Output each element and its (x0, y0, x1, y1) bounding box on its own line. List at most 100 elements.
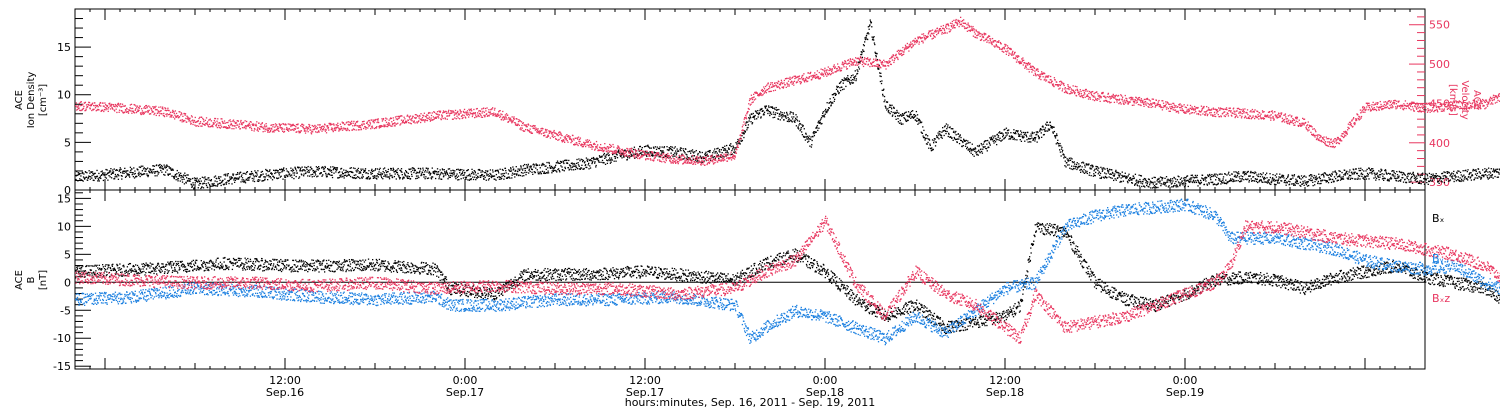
ion-density-series-point (963, 140, 966, 142)
ion-density-series-point (203, 182, 205, 184)
ion-density-series-point (308, 171, 310, 173)
ion-density-series-point (513, 168, 515, 170)
ion-density-series-point (88, 175, 91, 178)
ion-density-series-point (295, 168, 297, 170)
ion-density-series-point (854, 70, 856, 72)
ion-density-series-point (1177, 175, 1179, 177)
ion-density-series-point (1446, 176, 1448, 178)
ion-density-series-point (318, 166, 320, 168)
ion-density-series-point (358, 176, 360, 179)
ion-density-series-point (233, 179, 235, 181)
ion-density-series-point (1324, 179, 1326, 181)
ion-density-series-point (1108, 168, 1111, 171)
ion-density-series-point (120, 168, 122, 171)
ion-density-series-point (948, 126, 951, 129)
ion-density-series-point (787, 119, 790, 121)
ion-density-series-point (197, 181, 199, 183)
ion-density-series-point (1284, 179, 1287, 182)
ion-density-series-point (966, 142, 968, 145)
ion-density-series-point (176, 172, 178, 175)
ion-density-series-point (223, 183, 226, 185)
ion-density-series-point (1102, 169, 1104, 171)
ion-density-series-point (96, 169, 98, 172)
ion-density-series-point (238, 177, 240, 180)
ion-density-series-point (520, 166, 522, 168)
ion-density-series-point (754, 114, 756, 117)
ion-density-series-point (856, 72, 859, 75)
ion-density-series-point (100, 177, 102, 180)
ion-density-series-point (1422, 181, 1425, 183)
ion-density-series-point (1045, 123, 1047, 125)
ion-density-series-point (885, 107, 887, 109)
ion-density-series-point (750, 117, 752, 119)
ion-density-series-point (1431, 179, 1434, 181)
ion-density-series-point (865, 36, 867, 38)
ion-density-series-point (1062, 153, 1065, 155)
ion-density-series-point (298, 177, 300, 179)
ion-density-series-point (205, 183, 207, 185)
ion-density-series-point (370, 171, 372, 174)
ion-density-series-point (104, 172, 106, 174)
ion-density-series-point (417, 167, 420, 170)
ion-density-series-point (343, 169, 345, 171)
ion-density-series-point (1403, 172, 1405, 175)
ion-density-series-point (1375, 179, 1377, 181)
ion-density-series-point (640, 152, 642, 154)
ion-density-series-point (1320, 180, 1322, 182)
ion-density-series-point (100, 174, 103, 177)
ion-density-series-point (532, 173, 534, 175)
ion-density-series-point (815, 127, 817, 129)
ion-density-series-point (546, 172, 549, 174)
ion-density-series-point (173, 176, 175, 179)
ion-density-series-point (885, 106, 887, 108)
ion-density-series-point (495, 169, 497, 172)
ion-density-series-point (1351, 177, 1354, 180)
ion-density-series-point (735, 147, 737, 149)
ion-density-series-point (676, 152, 678, 154)
ion-density-series-point (759, 109, 761, 112)
ion-density-series-point (910, 117, 912, 119)
ion-density-series-point (1223, 182, 1225, 185)
ion-density-series-point (629, 151, 631, 153)
ion-density-series-point (763, 111, 766, 113)
ion-density-series-point (147, 167, 149, 169)
ion-density-series-point (91, 171, 94, 173)
ion-density-series-point (1293, 184, 1295, 186)
ion-density-series-point (1458, 180, 1461, 182)
ion-density-series-point (133, 173, 135, 175)
ion-density-series-point (1171, 186, 1173, 188)
ion-density-series-point (1439, 175, 1441, 178)
ion-density-series-point (268, 174, 270, 176)
ion-density-series-point (675, 154, 678, 156)
ion-density-series-point (1300, 178, 1302, 180)
ion-density-series-point (94, 172, 96, 175)
ion-density-series-point (1418, 174, 1420, 177)
ion-density-series-point (890, 106, 892, 108)
ion-density-series-point (1018, 135, 1020, 137)
ion-density-series-point (382, 178, 384, 180)
ion-density-series-point (799, 129, 801, 132)
ion-density-series-point (184, 175, 187, 177)
ion-density-series-point (1296, 180, 1299, 183)
top-right-tick-label: 400 (1429, 137, 1450, 150)
ion-density-series-point (1063, 157, 1065, 159)
ion-density-series-point (1437, 181, 1439, 183)
ion-density-series-point (256, 174, 258, 176)
ion-density-series-point (804, 136, 806, 138)
ion-density-series-point (1471, 174, 1474, 177)
ion-density-series-point (1083, 168, 1085, 171)
ion-density-series-point (205, 184, 208, 187)
ion-density-series-point (1236, 174, 1239, 177)
ion-density-series-point (1344, 174, 1347, 176)
ion-density-series-point (1299, 181, 1302, 183)
ion-density-series-point (1099, 172, 1102, 175)
ion-density-series-point (1293, 175, 1295, 177)
ion-density-series-point (623, 156, 625, 158)
ion-density-series-point (106, 172, 109, 175)
ion-density-series-point (1019, 135, 1021, 138)
ion-density-series-point (1291, 175, 1294, 177)
ion-density-series-point (610, 159, 612, 161)
ion-density-series-point (264, 178, 266, 180)
ion-density-series-point (877, 68, 879, 70)
ion-density-series-point (824, 110, 826, 112)
